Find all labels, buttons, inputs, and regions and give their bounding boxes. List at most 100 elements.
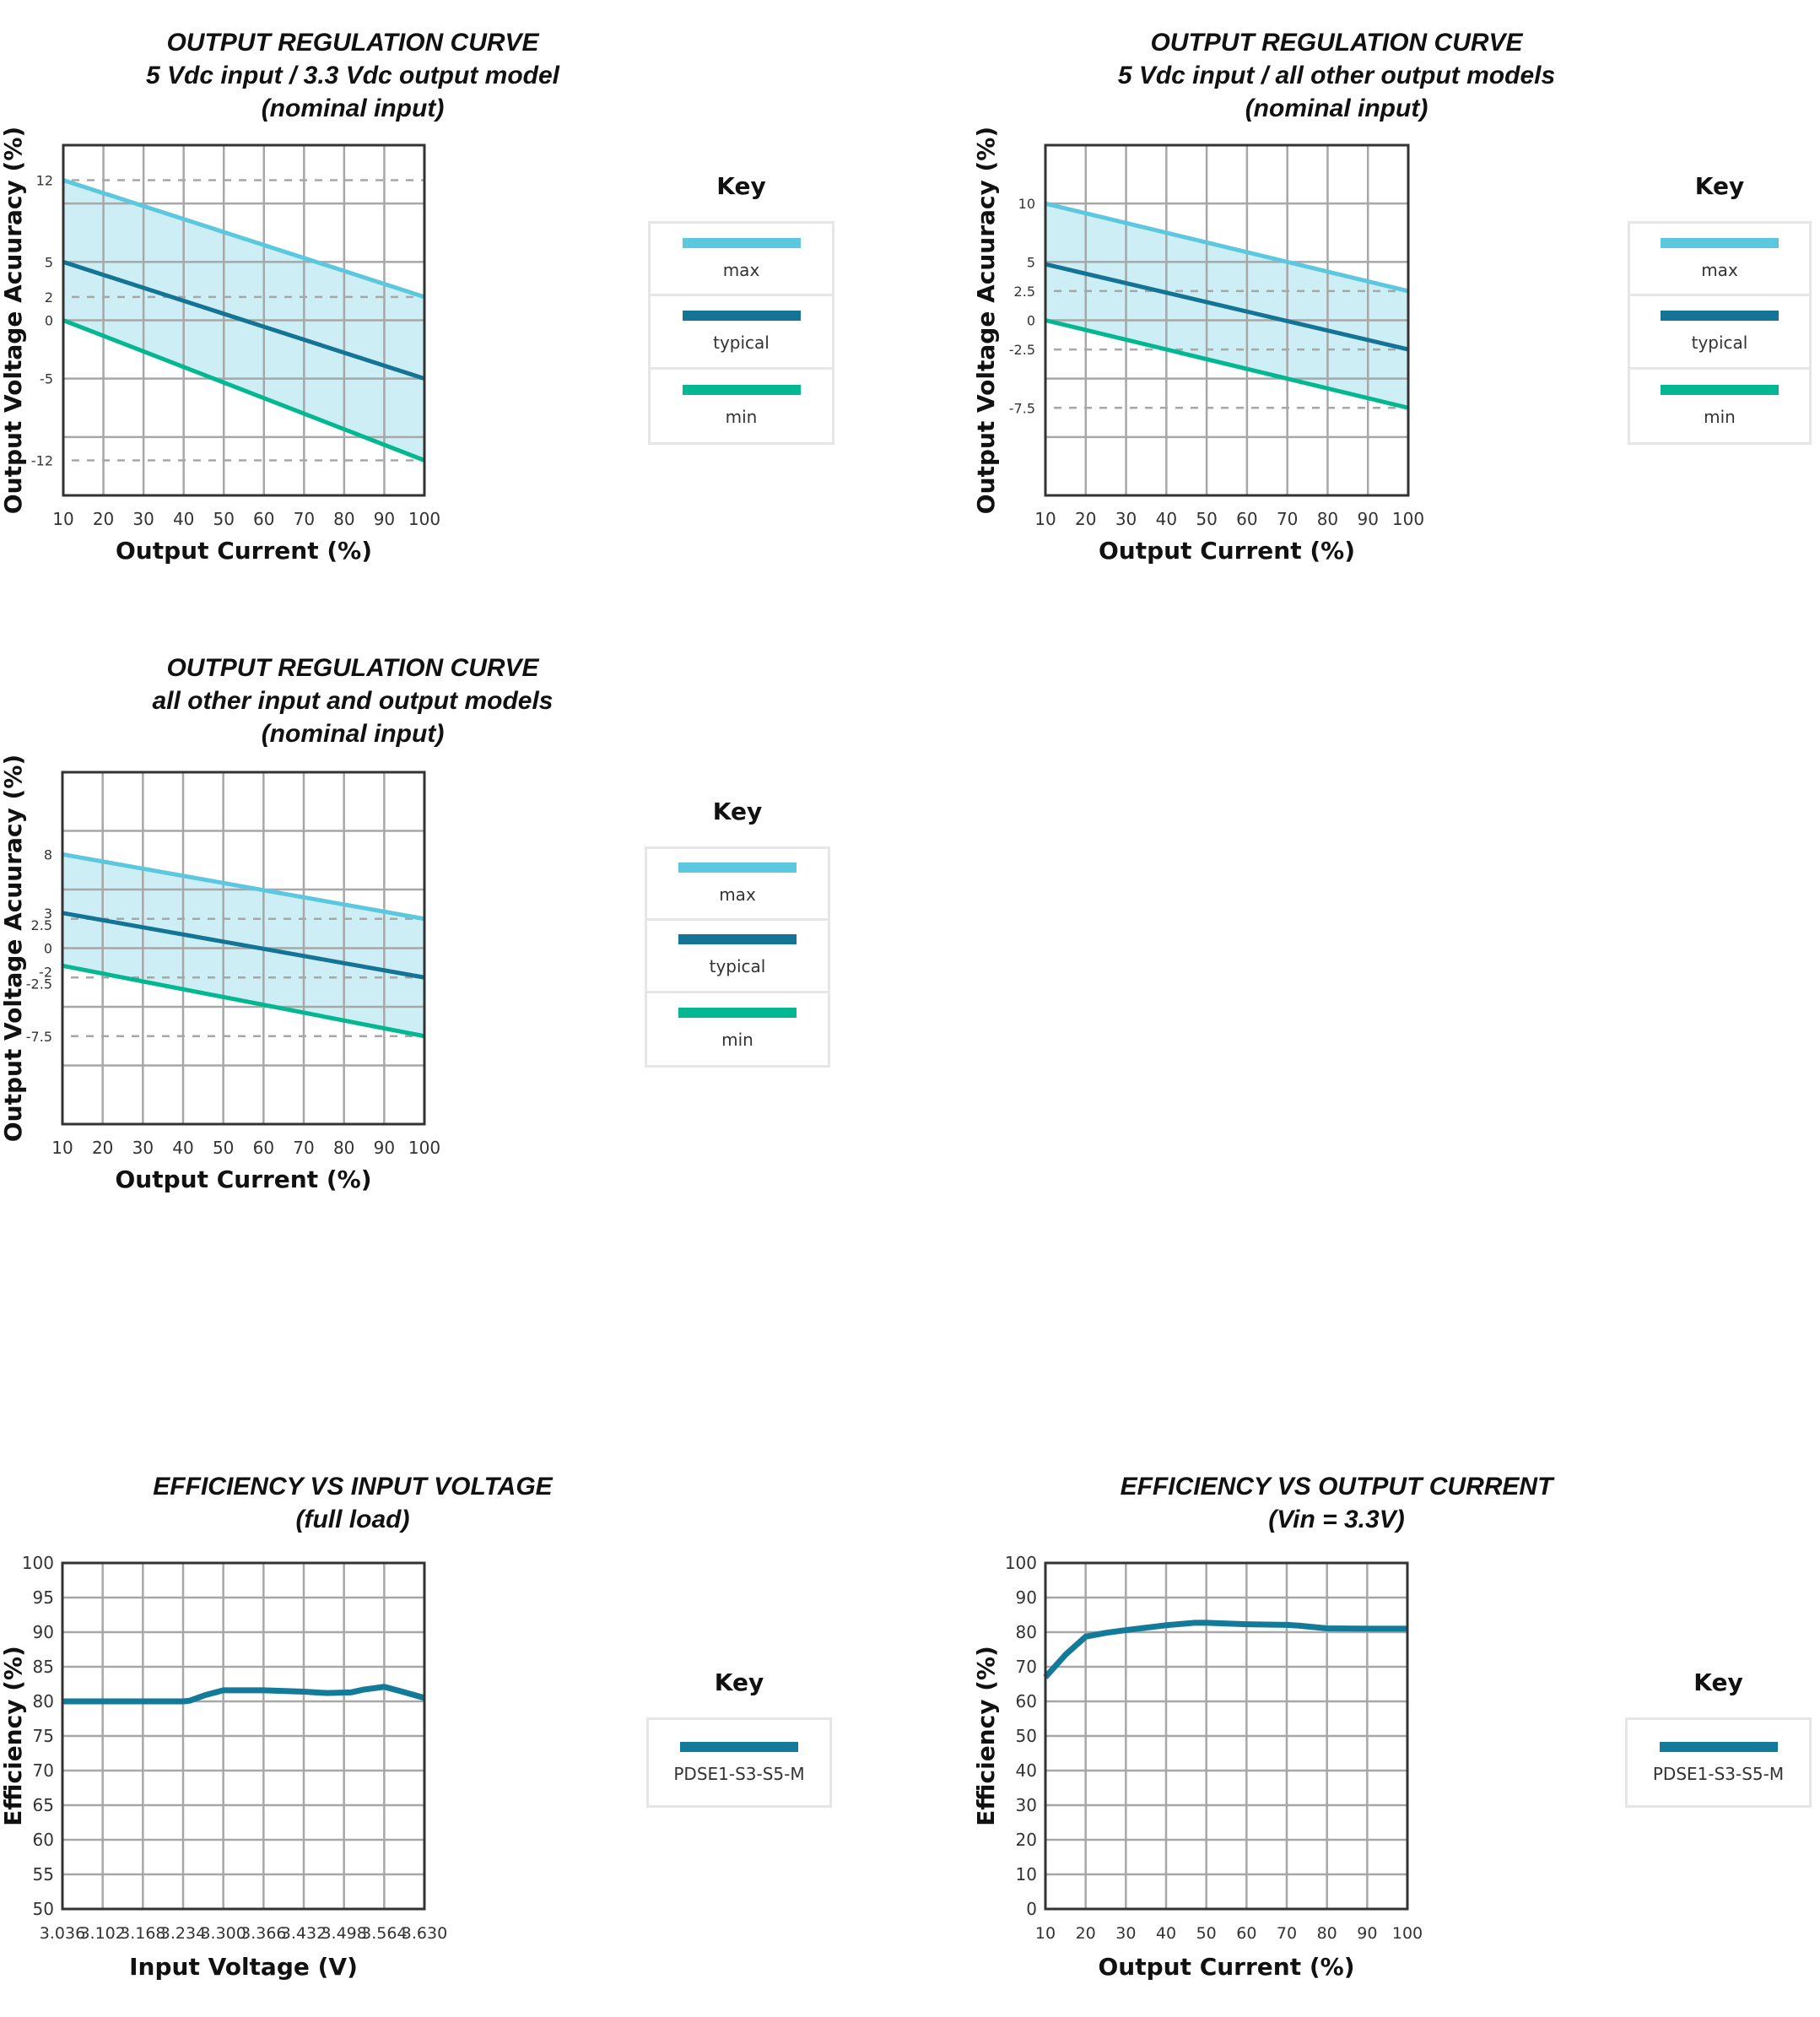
x-tick-label: 100 — [408, 509, 440, 529]
chart-1: OUTPUT REGULATION CURVE 5 Vdc input / all… — [972, 29, 1555, 565]
chart-title-line: all other input and output models — [153, 687, 554, 715]
x-tick-label: 3.498 — [321, 1924, 366, 1943]
legend-item: typical — [1630, 296, 1809, 370]
y-tick-label: 2 — [45, 289, 53, 306]
x-tick-label: 70 — [1277, 1924, 1297, 1943]
x-tick-label: 3.366 — [240, 1924, 286, 1943]
y-tick-label: 90 — [33, 1622, 54, 1642]
legend-swatch — [680, 1741, 798, 1752]
chart-title-line: (Vin = 3.3V) — [1268, 1506, 1404, 1533]
y-tick-label: 85 — [33, 1657, 54, 1677]
legend-title: Key — [716, 172, 766, 200]
x-tick-label: 3.168 — [120, 1924, 165, 1943]
series-line-max — [62, 178, 425, 300]
x-tick-label: 30 — [132, 509, 154, 529]
y-tick-label: 12 — [36, 173, 53, 189]
legend-item: typical — [651, 296, 832, 370]
y-tick-label: 40 — [1016, 1760, 1037, 1781]
y-tick-label: 5 — [45, 254, 53, 270]
x-tick-label: 60 — [1236, 509, 1257, 529]
legend: PDSE1-S3-S5-M — [1625, 1717, 1812, 1808]
x-tick-label: 80 — [1317, 509, 1338, 529]
legend-swatch — [682, 237, 801, 248]
y-tick-label: 0 — [1026, 1899, 1037, 1919]
legend-title: Key — [1693, 1668, 1743, 1696]
y-tick-label: 50 — [33, 1899, 54, 1919]
x-tick-label: 50 — [213, 509, 234, 529]
x-axis-title: Input Voltage (V) — [129, 1953, 358, 1981]
legend-swatch — [678, 862, 797, 873]
y-tick-label: -7.5 — [26, 1029, 52, 1045]
x-tick-label: 10 — [51, 1138, 73, 1158]
y-tick-label: 80 — [33, 1691, 54, 1711]
x-tick-label: 50 — [1196, 1924, 1217, 1943]
legend-item: typical — [647, 921, 828, 993]
series-line-typical — [62, 911, 425, 980]
y-axis-title: Efficiency (%) — [0, 1646, 27, 1826]
x-tick-label: 20 — [1075, 509, 1096, 529]
plot-border — [61, 771, 426, 1126]
x-tick-label: 40 — [172, 1138, 193, 1158]
chart-4: EFFICIENCY VS OUTPUT CURRENT (Vin = 3.3V)… — [972, 1473, 1555, 1981]
x-tick-label: 3.036 — [40, 1924, 85, 1943]
y-tick-label: 50 — [1016, 1726, 1037, 1746]
legend-label: min — [725, 406, 758, 427]
x-axis-title: Output Current (%) — [1099, 537, 1355, 565]
y-tick-label: 90 — [1016, 1587, 1037, 1608]
x-axis-title: Output Current (%) — [115, 1165, 371, 1193]
x-tick-label: 100 — [408, 1138, 440, 1158]
x-tick-label: 10 — [1035, 1924, 1056, 1943]
legend: max typical min — [648, 221, 834, 445]
y-axis-title: Output Voltage Acuuracy (%) — [0, 754, 27, 1142]
legend-item: PDSE1-S3-S5-M — [649, 1720, 829, 1805]
x-tick-label: 80 — [333, 509, 354, 529]
chart-title-line: (nominal input) — [262, 720, 445, 748]
legend-swatch — [678, 934, 797, 945]
x-tick-label: 70 — [293, 1138, 314, 1158]
y-tick-label: 100 — [22, 1553, 54, 1573]
y-axis-title: Efficiency (%) — [972, 1646, 1000, 1826]
legend-label: max — [719, 884, 756, 906]
y-tick-label: -12 — [31, 453, 53, 469]
x-tick-label: 20 — [92, 1138, 113, 1158]
x-tick-label: 10 — [52, 509, 73, 529]
chart-title-line: (full load) — [296, 1506, 410, 1533]
y-tick-label: 2.5 — [1014, 284, 1035, 300]
legend-label: typical — [709, 956, 766, 977]
x-tick-label: 90 — [1357, 1924, 1377, 1943]
chart-title-line: EFFICIENCY VS INPUT VOLTAGE — [153, 1473, 553, 1501]
legend-swatch — [678, 1008, 797, 1019]
x-axis-title: Output Current (%) — [1098, 1953, 1354, 1981]
series-line-max — [62, 852, 425, 922]
y-tick-label: 70 — [33, 1760, 54, 1781]
y-tick-label: 65 — [33, 1795, 54, 1815]
legend: max typical min — [645, 846, 830, 1068]
plot-border — [1044, 1561, 1409, 1911]
legend-swatch — [682, 310, 801, 321]
x-tick-label: 3.102 — [79, 1924, 125, 1943]
x-tick-label: 90 — [1357, 509, 1378, 529]
y-tick-label: 2.5 — [31, 917, 52, 933]
y-tick-label: 100 — [1005, 1553, 1037, 1573]
y-tick-label: 8 — [44, 846, 52, 862]
x-axis-title: Output Current (%) — [116, 537, 372, 565]
y-tick-label: 20 — [1016, 1830, 1037, 1850]
chart-title-line: (nominal input) — [1245, 95, 1428, 122]
legend-item: PDSE1-S3-S5-M — [1628, 1720, 1809, 1805]
legend-label: max — [722, 259, 760, 280]
legend-item: min — [1630, 370, 1809, 442]
x-tick-label: 100 — [1392, 1924, 1423, 1943]
y-tick-label: 3 — [44, 906, 52, 922]
y-tick-label: -7.5 — [1009, 400, 1035, 416]
legend-label: min — [721, 1030, 753, 1051]
y-tick-label: 60 — [1016, 1691, 1037, 1711]
series-line-typical — [1045, 262, 1409, 352]
legend-item: min — [647, 993, 828, 1065]
x-tick-label: 3.432 — [281, 1924, 327, 1943]
legend: PDSE1-S3-S5-M — [646, 1717, 832, 1808]
x-tick-label: 30 — [1115, 1924, 1136, 1943]
y-tick-label: 80 — [1016, 1622, 1037, 1642]
legend-swatch — [1661, 384, 1779, 395]
y-tick-label: 70 — [1016, 1657, 1037, 1677]
legend-label: typical — [713, 332, 770, 353]
